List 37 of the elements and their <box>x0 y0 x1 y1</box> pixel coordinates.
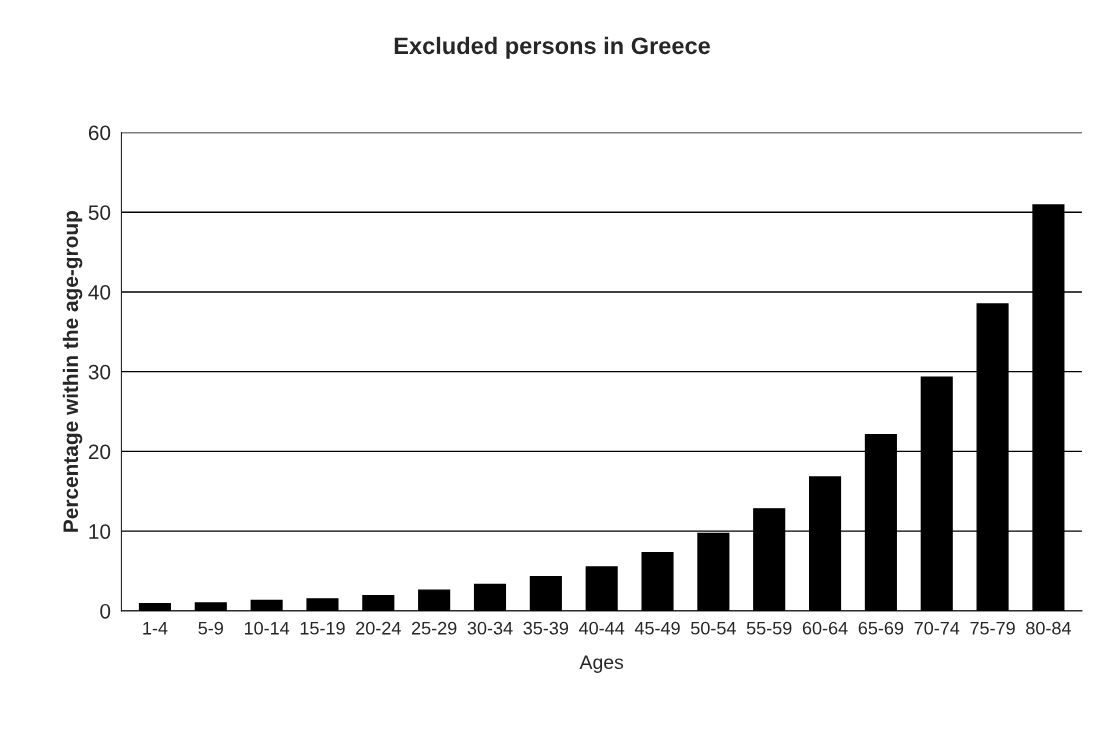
y-tick-label: 20 <box>88 444 111 460</box>
y-tick-label: 10 <box>89 524 111 539</box>
x-tick-label: 5-9 <box>198 621 223 635</box>
bar <box>362 595 395 611</box>
bar <box>641 551 674 611</box>
bar <box>418 589 451 611</box>
x-tick-label: 75-79 <box>970 621 1015 635</box>
bar <box>473 583 507 611</box>
bar <box>585 566 618 611</box>
x-tick-label: 35-39 <box>523 621 569 635</box>
y-tick-label: 60 <box>88 125 111 141</box>
x-tick-label: 70-74 <box>914 621 960 635</box>
x-tick-label: 60-64 <box>802 621 848 635</box>
x-tick-label: 55-59 <box>746 621 792 635</box>
bar <box>194 602 227 611</box>
x-tick-label: 40-44 <box>579 621 625 635</box>
x-tick-label: 45-49 <box>634 621 680 635</box>
x-tick-label: 65-69 <box>858 621 904 635</box>
chart-title: Excluded persons in Greece <box>394 36 710 59</box>
x-tick-label: 1-4 <box>143 621 168 635</box>
bar <box>250 599 283 611</box>
x-tick-label: 80-84 <box>1026 621 1071 635</box>
x-tick-label: 20-24 <box>356 621 401 635</box>
bar <box>138 603 171 611</box>
x-axis-title: Ages <box>579 655 624 673</box>
y-tick-label: 50 <box>88 205 111 220</box>
bar <box>306 598 339 611</box>
y-tick-label: 40 <box>88 284 111 300</box>
y-tick-label: 30 <box>88 364 111 380</box>
x-tick-label: 25-29 <box>411 621 457 635</box>
x-tick-label: 50-54 <box>691 621 736 635</box>
y-tick-label: 0 <box>100 603 111 619</box>
y-axis-title: Percentage within the age-group <box>62 211 83 532</box>
bar <box>529 575 562 611</box>
x-tick-label: 15-19 <box>300 621 345 635</box>
x-tick-label: 30-34 <box>467 621 513 635</box>
x-tick-label: 10-14 <box>244 621 290 635</box>
